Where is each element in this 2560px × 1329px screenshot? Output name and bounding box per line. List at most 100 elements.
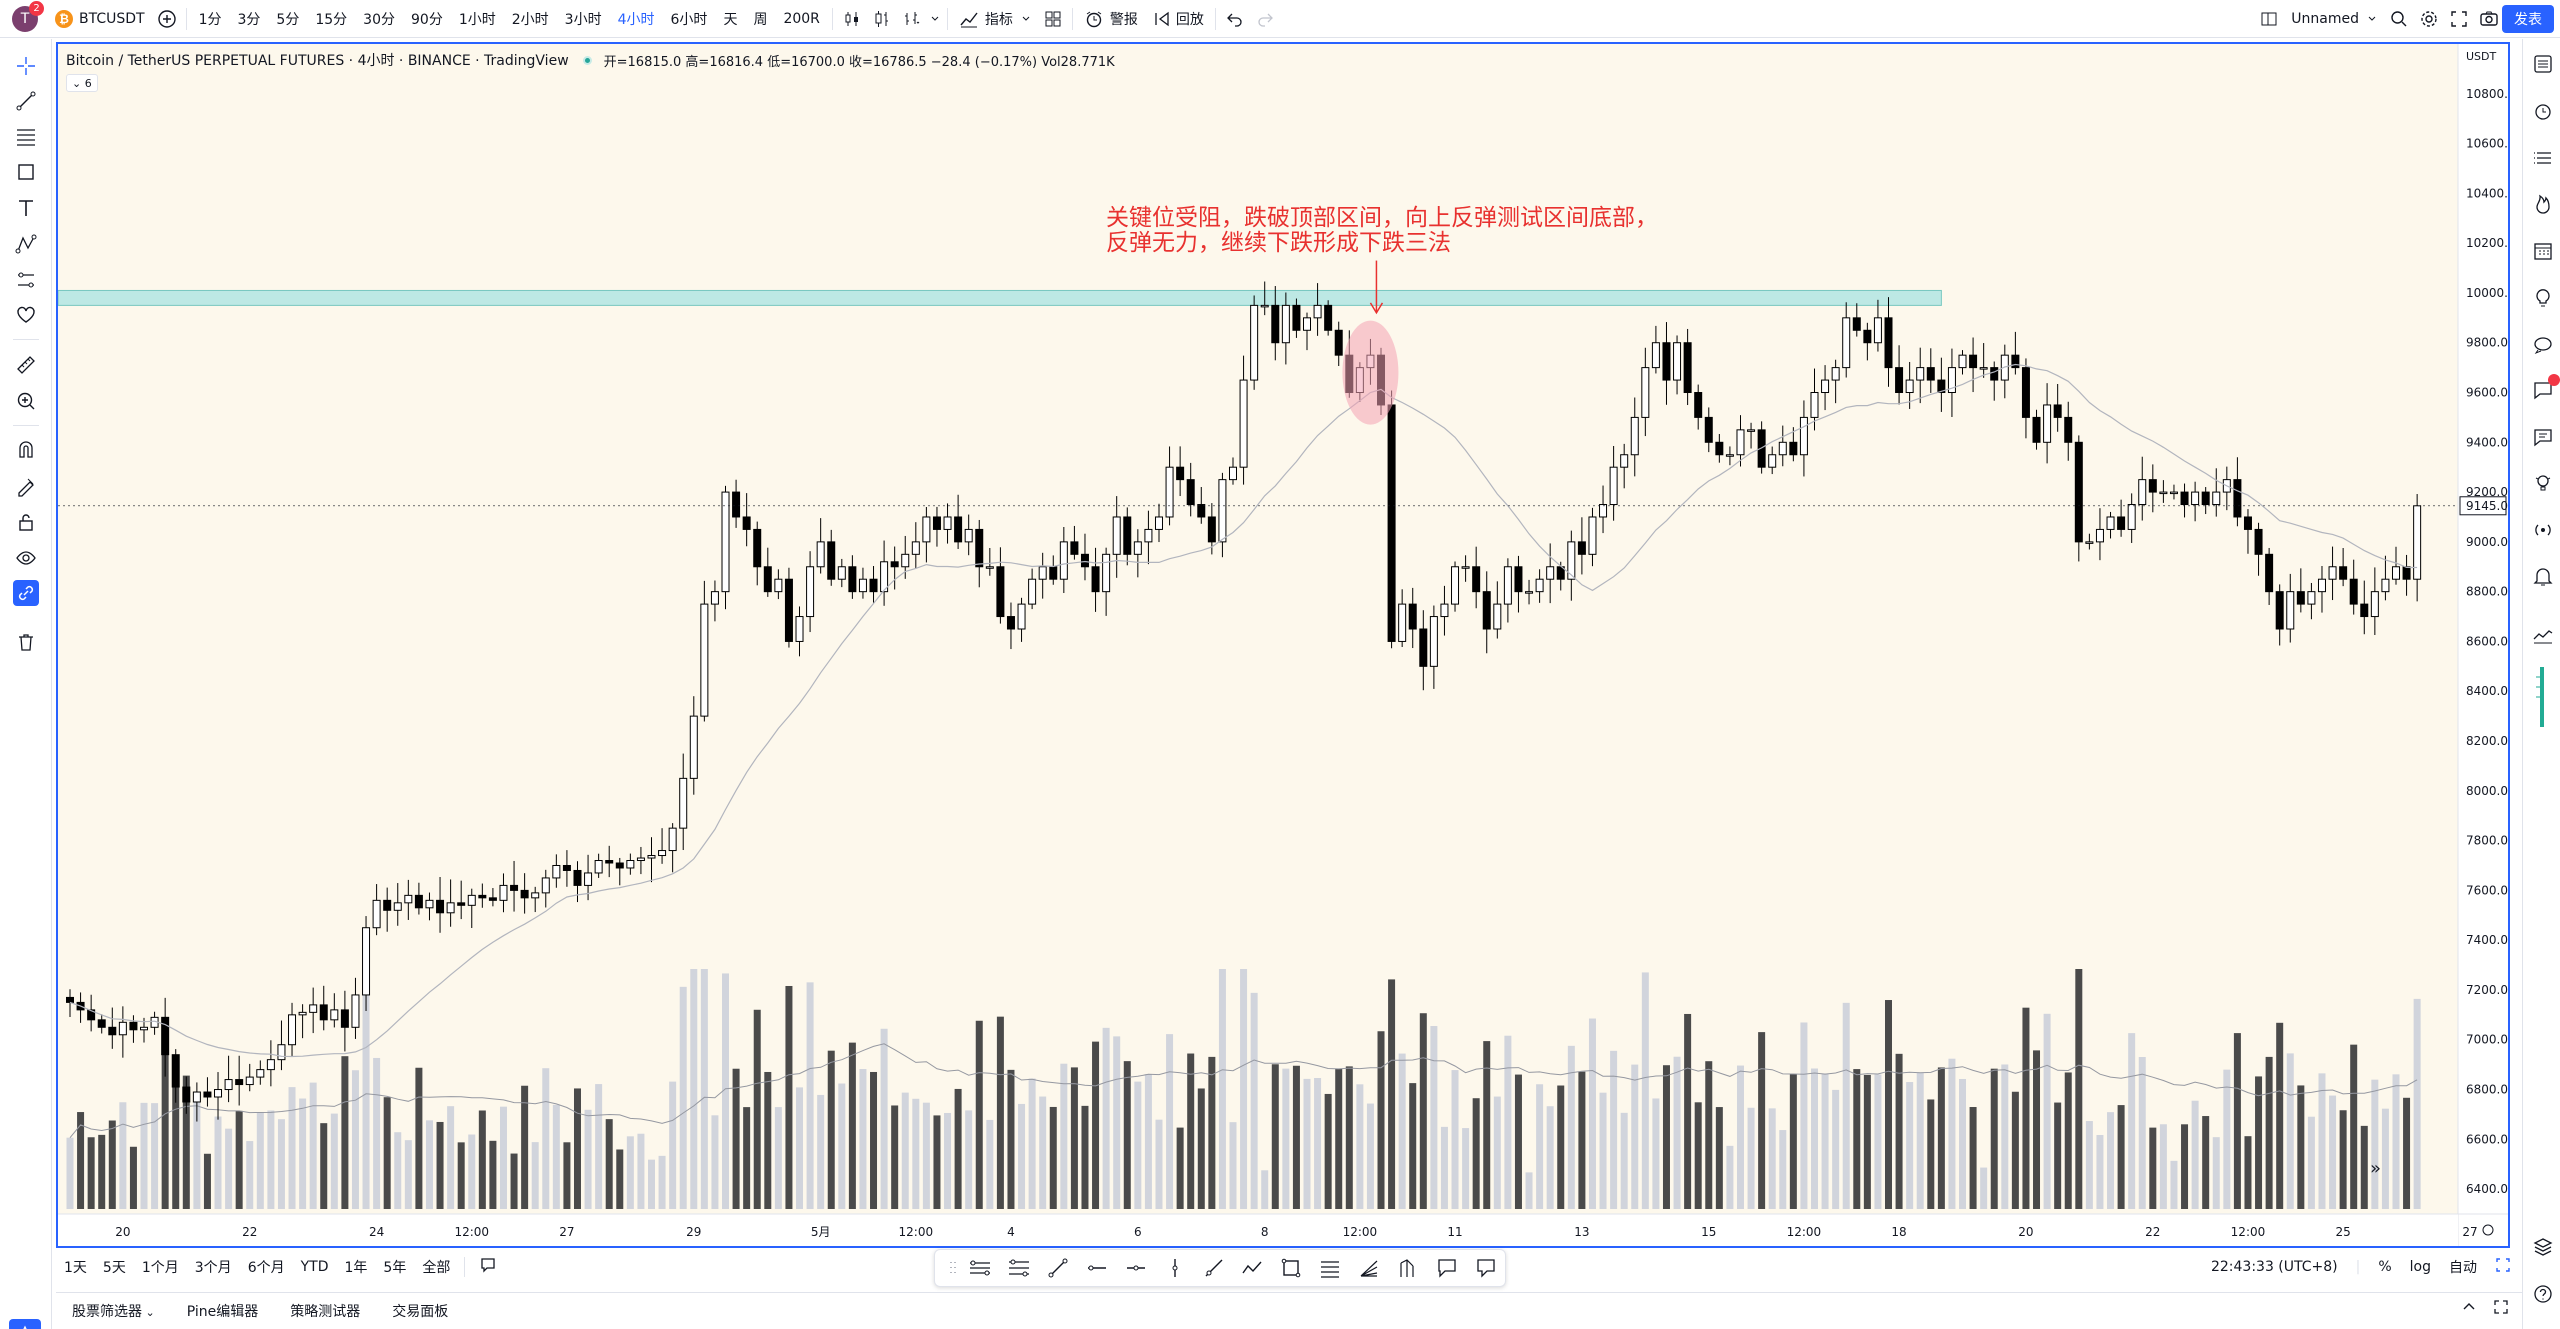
timeframe-0[interactable]: 1分	[198, 11, 222, 28]
fib-fan-icon[interactable]	[1350, 1253, 1389, 1283]
data-window-icon[interactable]	[2530, 145, 2556, 171]
chart-type-icon[interactable]	[897, 4, 927, 34]
fit-screen-icon[interactable]	[2486, 1257, 2520, 1277]
replay-button[interactable]: 回放	[1145, 0, 1211, 38]
drag-handle-icon[interactable]	[945, 1253, 961, 1283]
timeframe-8[interactable]: 3小时	[564, 11, 602, 28]
clock-readout[interactable]: 22:43:33 (UTC+8)	[2210, 1259, 2338, 1275]
ticker-tape-icon[interactable]	[2530, 623, 2556, 649]
hotlist-fire-icon[interactable]	[2530, 191, 2556, 217]
timeframe-7[interactable]: 2小时	[511, 11, 549, 28]
timeframe-13[interactable]: 200R	[783, 10, 820, 27]
maximize-icon[interactable]	[2492, 1298, 2510, 1320]
timeframe-5[interactable]: 90分	[411, 11, 443, 28]
price-chart[interactable]: USDT 10800.0 10600.0 10400.0 10200.0 10000.0 9…	[58, 44, 2508, 1246]
alert-button[interactable]: 警报	[1077, 0, 1145, 38]
comment-icon[interactable]	[1466, 1253, 1505, 1283]
redo-icon[interactable]	[1250, 4, 1280, 34]
publish-button[interactable]: 发表	[2502, 5, 2554, 33]
chat-icon[interactable]	[2530, 374, 2560, 403]
broadcast-icon[interactable]	[2530, 517, 2556, 543]
templates-icon[interactable]	[1038, 4, 1068, 34]
horizontal-line-icon[interactable]	[1116, 1253, 1155, 1283]
eye-icon[interactable]	[13, 545, 39, 571]
timeframe-10[interactable]: 6小时	[670, 11, 708, 28]
range-button-4[interactable]: 6个月	[247, 1260, 285, 1276]
trend-line-icon[interactable]	[1039, 1253, 1078, 1283]
range-button-5[interactable]: YTD	[300, 1259, 329, 1275]
timeframe-2[interactable]: 5分	[276, 11, 300, 28]
undo-icon[interactable]	[1220, 4, 1250, 34]
panel-tab-2[interactable]: 策略测试器	[290, 1304, 361, 1320]
magnet-icon[interactable]	[13, 437, 39, 463]
range-button-6[interactable]: 1年	[344, 1260, 368, 1276]
scrollbar-handle[interactable]	[2536, 667, 2548, 727]
range-button-2[interactable]: 1个月	[141, 1260, 179, 1276]
panel-tab-1[interactable]: Pine编辑器	[186, 1304, 259, 1320]
layout-name-button[interactable]: Unnamed	[2284, 0, 2384, 38]
crosshair-icon[interactable]	[13, 53, 39, 79]
goto-date-icon[interactable]	[471, 1256, 505, 1278]
help-bulb-icon[interactable]	[2530, 470, 2556, 496]
timeframe-1[interactable]: 3分	[237, 11, 261, 28]
ruler-icon[interactable]	[13, 352, 39, 378]
axis-settings-gear-icon[interactable]	[2482, 1224, 2494, 1236]
percent-scale-toggle[interactable]: %	[2378, 1259, 2392, 1275]
vertical-line-icon[interactable]	[1155, 1253, 1194, 1283]
range-button-3[interactable]: 3个月	[194, 1260, 232, 1276]
bell-icon[interactable]	[2530, 563, 2556, 589]
search-icon[interactable]	[2384, 4, 2414, 34]
watchlist-icon[interactable]	[2530, 51, 2556, 77]
indicators-collapse-button[interactable]: ⌄ 6	[66, 74, 98, 92]
fib-retracement-icon[interactable]	[13, 123, 39, 149]
auto-scale-toggle[interactable]: 自动	[2449, 1260, 2477, 1276]
range-button-0[interactable]: 1天	[64, 1260, 87, 1276]
compare-add-icon[interactable]	[152, 4, 182, 34]
timeframe-9[interactable]: 4小时	[617, 11, 655, 28]
indicators-button[interactable]: 指标	[952, 0, 1038, 38]
range-button-1[interactable]: 5天	[102, 1260, 126, 1276]
resistance-zone[interactable]	[58, 289, 1942, 306]
user-avatar[interactable]: T 2	[12, 0, 44, 32]
pattern-icon[interactable]	[13, 231, 39, 257]
panel-tab-3[interactable]: 交易面板	[392, 1304, 449, 1320]
highlight-ellipse[interactable]	[1342, 320, 1399, 425]
range-button-7[interactable]: 5年	[383, 1260, 407, 1276]
lock-icon[interactable]	[13, 509, 39, 535]
path-icon[interactable]	[1233, 1253, 1272, 1283]
chevron-down-icon[interactable]	[927, 4, 943, 34]
log-scale-toggle[interactable]: log	[2409, 1259, 2431, 1275]
chart-pane[interactable]: USDT 10800.0 10600.0 10400.0 10200.0 10000.0 9…	[56, 42, 2510, 1248]
text-icon[interactable]	[13, 195, 39, 221]
chevron-up-icon[interactable]	[2460, 1298, 2478, 1320]
rectangle-icon[interactable]	[13, 159, 39, 185]
trend-line-icon[interactable]	[13, 88, 39, 114]
fib-channel-icon[interactable]	[961, 1253, 1000, 1283]
ray-icon[interactable]	[1194, 1253, 1233, 1283]
price-axis[interactable]	[2458, 44, 2508, 1246]
candles-style-icon[interactable]	[837, 4, 867, 34]
scroll-right-icon[interactable]: »	[2370, 1158, 2381, 1179]
timeframe-6[interactable]: 1小时	[458, 11, 496, 28]
alarm-clock-icon[interactable]	[2530, 98, 2556, 124]
link-icon[interactable]	[13, 580, 39, 606]
range-button-8[interactable]: 全部	[422, 1260, 451, 1276]
camera-icon[interactable]	[2474, 4, 2504, 34]
calendar-icon[interactable]	[2530, 238, 2556, 264]
prediction-icon[interactable]	[13, 267, 39, 293]
rectangle-icon[interactable]	[1272, 1253, 1311, 1283]
chart-annotation[interactable]: 关键位受阻，跌破顶部区间，向上反弹测试区间底部， 反弹无力，继续下跌形成下跌三法	[1106, 206, 1658, 256]
help-icon[interactable]	[2530, 1281, 2556, 1307]
fib-retracement-icon[interactable]	[1311, 1253, 1350, 1283]
layers-icon[interactable]	[2530, 1234, 2556, 1260]
gear-icon[interactable]	[2414, 4, 2444, 34]
pitchfork-icon[interactable]	[1388, 1253, 1427, 1283]
parallel-channel-icon[interactable]	[1000, 1253, 1039, 1283]
horizontal-ray-icon[interactable]	[1078, 1253, 1117, 1283]
layout-split-icon[interactable]	[2254, 4, 2284, 34]
panel-tab-0[interactable]: 股票筛选器 ⌄	[56, 1301, 171, 1321]
messages-icon[interactable]	[2530, 424, 2556, 450]
bar-style-icon[interactable]	[867, 4, 897, 34]
idea-bulb-icon[interactable]	[2530, 284, 2556, 310]
timeframe-11[interactable]: 天	[723, 11, 738, 28]
